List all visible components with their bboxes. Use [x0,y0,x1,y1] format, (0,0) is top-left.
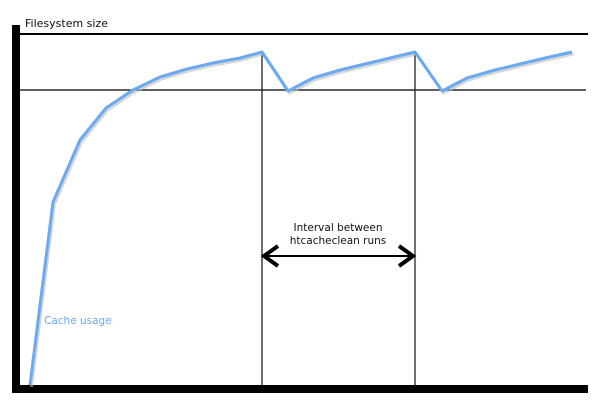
y-axis [12,25,20,393]
y-axis-label: Filesystem size [25,17,108,30]
x-axis [12,385,588,393]
interval-label-line1: Interval between [293,222,383,234]
interval-label-line2: htcacheclean runs [289,235,387,247]
cache-usage-label: Cache usage [44,315,112,327]
cache-usage-line [28,50,573,386]
cache-usage-shadow [30,52,574,388]
